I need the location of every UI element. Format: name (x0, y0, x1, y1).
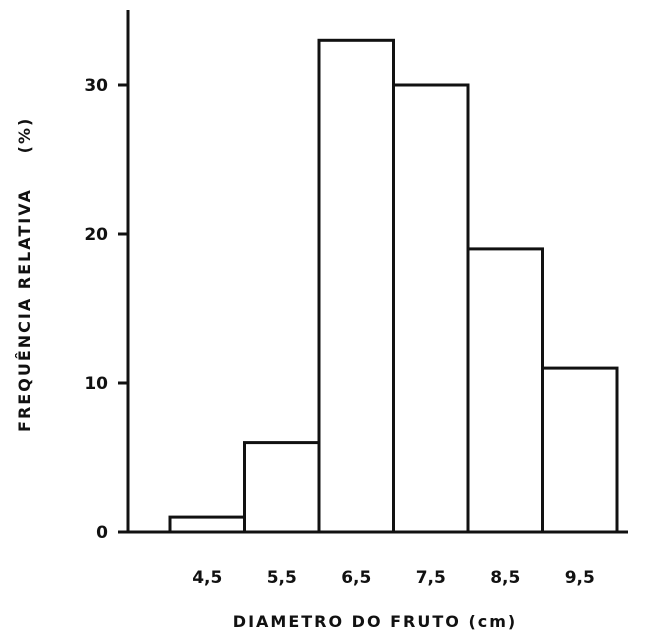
y-axis-title: FREQUÊNCIA RELATIVA (%) (15, 117, 34, 432)
y-axis-title-unit: (%) (15, 117, 34, 154)
y-tick-label-0: 0 (96, 523, 108, 543)
x-tick-label: 5,5 (267, 568, 297, 588)
plot-area: 0 10 20 30 4,5 5,5 6,5 7,5 8,5 9,5 (84, 10, 628, 588)
bar-7,5 (392, 83, 470, 534)
y-tick-label-30: 30 (84, 76, 108, 96)
bar-5,5 (243, 441, 321, 534)
x-tick-label: 4,5 (192, 568, 222, 588)
bar-4,5 (168, 515, 246, 534)
x-tick-label: 6,5 (341, 568, 371, 588)
x-tick-label: 7,5 (416, 568, 446, 588)
x-tick-label: 8,5 (490, 568, 520, 588)
bar-9,5 (541, 366, 619, 534)
bar-8,5 (466, 247, 544, 534)
y-tick-label-10: 10 (84, 374, 108, 394)
x-axis-title: DIAMETRO DO FRUTO (cm) (233, 612, 517, 631)
y-tick-label-20: 20 (84, 225, 108, 245)
y-axis-title-main: FREQUÊNCIA RELATIVA (15, 188, 34, 432)
bar-6,5 (317, 38, 395, 534)
x-tick-label: 9,5 (565, 568, 595, 588)
